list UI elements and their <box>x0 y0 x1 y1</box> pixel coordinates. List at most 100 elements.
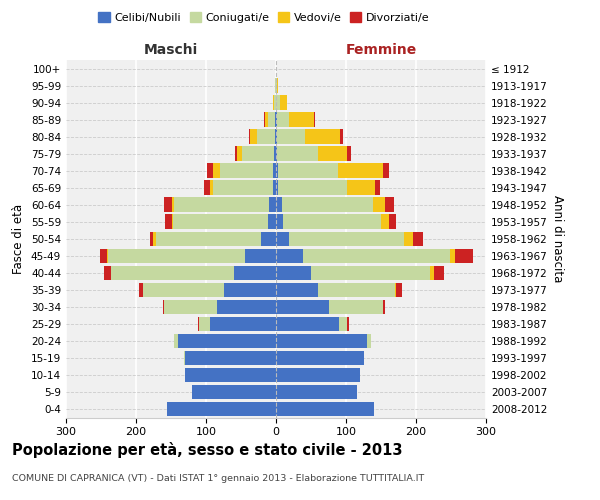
Bar <box>276 78 277 93</box>
Bar <box>185 350 276 365</box>
Bar <box>329 300 383 314</box>
Bar <box>276 248 302 263</box>
Bar <box>107 248 108 263</box>
Bar <box>276 316 339 331</box>
Bar <box>347 180 375 195</box>
Bar <box>276 112 277 127</box>
Bar <box>340 130 343 144</box>
Bar <box>174 334 175 348</box>
Bar <box>274 96 276 110</box>
Bar <box>249 130 250 144</box>
Bar <box>381 214 389 229</box>
Bar <box>164 300 217 314</box>
Bar <box>235 146 237 161</box>
Bar <box>455 248 473 263</box>
Bar <box>199 316 209 331</box>
Bar <box>178 334 276 348</box>
Bar <box>268 214 276 229</box>
Bar <box>305 130 340 144</box>
Legend: Celibi/Nubili, Coniugati/e, Vedovi/e, Divorziati/e: Celibi/Nubili, Coniugati/e, Vedovi/e, Di… <box>94 8 434 28</box>
Bar <box>272 96 274 110</box>
Bar <box>217 300 276 314</box>
Bar <box>150 232 154 246</box>
Bar <box>347 146 351 161</box>
Bar <box>100 248 107 263</box>
Bar <box>192 384 276 399</box>
Bar <box>172 198 175 212</box>
Bar <box>143 282 223 297</box>
Bar <box>277 146 318 161</box>
Bar <box>276 266 311 280</box>
Bar <box>433 266 444 280</box>
Bar <box>108 248 245 263</box>
Bar <box>265 112 268 127</box>
Bar <box>213 180 272 195</box>
Bar <box>276 130 277 144</box>
Bar <box>375 180 380 195</box>
Bar <box>373 198 385 212</box>
Bar <box>164 198 172 212</box>
Bar <box>449 248 455 263</box>
Bar <box>276 282 318 297</box>
Bar <box>269 198 276 212</box>
Bar <box>213 164 220 178</box>
Bar <box>385 198 394 212</box>
Bar <box>197 316 199 331</box>
Bar <box>250 130 257 144</box>
Bar <box>383 164 389 178</box>
Bar <box>245 248 276 263</box>
Bar <box>276 232 289 246</box>
Bar <box>268 112 275 127</box>
Bar <box>276 334 367 348</box>
Bar <box>302 248 449 263</box>
Bar <box>112 266 234 280</box>
Bar <box>383 300 385 314</box>
Bar <box>338 164 383 178</box>
Bar <box>276 164 278 178</box>
Bar <box>275 78 276 93</box>
Bar <box>139 282 143 297</box>
Bar <box>280 96 287 110</box>
Bar <box>272 180 276 195</box>
Text: Maschi: Maschi <box>144 42 198 56</box>
Bar <box>223 282 276 297</box>
Bar <box>318 282 395 297</box>
Bar <box>275 130 276 144</box>
Bar <box>175 198 269 212</box>
Bar <box>209 316 276 331</box>
Bar <box>185 368 276 382</box>
Bar <box>277 112 289 127</box>
Bar <box>204 180 209 195</box>
Bar <box>234 266 276 280</box>
Bar <box>276 368 360 382</box>
Bar <box>276 300 329 314</box>
Text: Femmine: Femmine <box>346 42 416 56</box>
Bar <box>276 180 278 195</box>
Bar <box>242 146 274 161</box>
Bar <box>208 164 213 178</box>
Bar <box>339 316 347 331</box>
Bar <box>173 214 268 229</box>
Bar <box>278 180 347 195</box>
Bar <box>276 96 280 110</box>
Bar <box>277 78 278 93</box>
Bar <box>276 350 364 365</box>
Bar <box>184 350 185 365</box>
Bar <box>274 146 276 161</box>
Bar <box>111 266 112 280</box>
Bar <box>347 316 349 331</box>
Bar <box>281 198 373 212</box>
Text: Popolazione per età, sesso e stato civile - 2013: Popolazione per età, sesso e stato civil… <box>12 442 403 458</box>
Bar <box>163 300 164 314</box>
Bar <box>276 146 277 161</box>
Bar <box>257 130 275 144</box>
Bar <box>404 232 413 246</box>
Bar <box>154 232 155 246</box>
Bar <box>276 198 281 212</box>
Bar <box>237 146 242 161</box>
Bar <box>389 214 397 229</box>
Bar <box>155 232 260 246</box>
Bar <box>264 112 265 127</box>
Bar <box>276 402 374 416</box>
Bar <box>276 384 356 399</box>
